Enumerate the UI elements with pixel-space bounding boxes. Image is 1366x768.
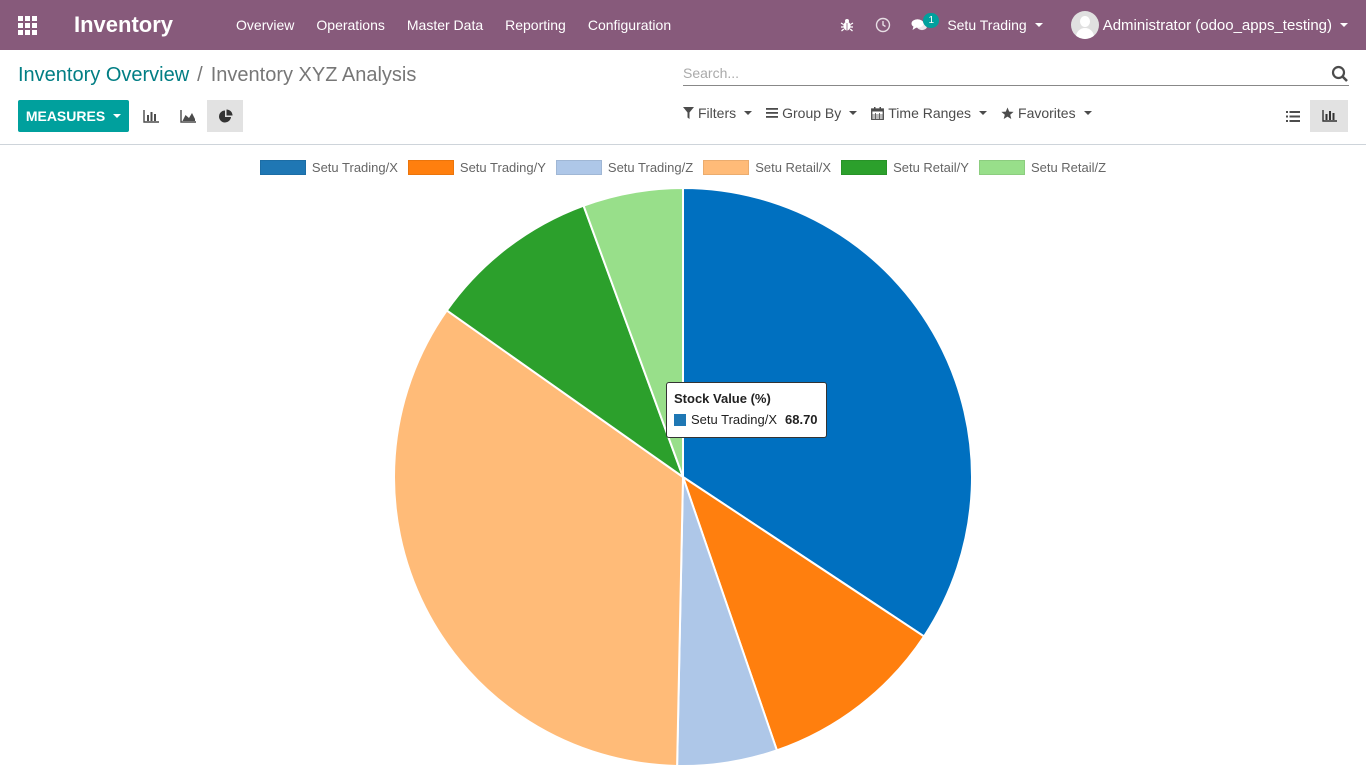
favorites-dropdown[interactable]: Favorites: [1001, 105, 1092, 121]
bar-chart-icon: [143, 109, 159, 123]
breadcrumb-parent[interactable]: Inventory Overview: [18, 64, 190, 86]
chevron-down-icon: [744, 111, 753, 115]
chevron-down-icon: [849, 111, 858, 115]
messages-icon[interactable]: 1: [901, 0, 940, 50]
avatar: [1070, 11, 1099, 39]
menu-reporting[interactable]: Reporting: [505, 17, 566, 33]
filter-icon: [683, 107, 694, 119]
bug-icon[interactable]: [829, 0, 865, 50]
breadcrumb: Inventory Overview / Inventory XYZ Analy…: [18, 64, 416, 87]
legend-item[interactable]: Setu Trading/Z: [555, 160, 694, 175]
menu-operations[interactable]: Operations: [316, 17, 385, 33]
star-icon: [1001, 107, 1014, 119]
calendar-icon: [871, 106, 885, 120]
legend-item[interactable]: Setu Retail/X: [703, 160, 831, 175]
legend-swatch: [259, 160, 306, 175]
time-ranges-label: Time Ranges: [888, 105, 972, 121]
messages-badge: 1: [923, 13, 940, 28]
legend-label: Setu Retail/Z: [1030, 160, 1107, 175]
tooltip-label: Setu Trading/X: [691, 412, 777, 427]
list-view-button[interactable]: [1274, 100, 1312, 132]
legend-label: Setu Retail/X: [755, 160, 832, 175]
graph-view-button[interactable]: [1310, 100, 1348, 132]
time-ranges-dropdown[interactable]: Time Ranges: [871, 105, 988, 121]
legend-swatch: [555, 160, 602, 175]
filters-dropdown[interactable]: Filters: [683, 105, 753, 121]
breadcrumb-separator: /: [197, 64, 203, 86]
company-name: Setu Trading: [947, 17, 1027, 33]
group-by-label: Group By: [782, 105, 842, 121]
graph-view: Setu Trading/X Setu Trading/Y Setu Tradi…: [0, 146, 1366, 768]
chevron-down-icon: [1034, 23, 1043, 27]
pie-chart-button[interactable]: [207, 100, 243, 132]
graph-view-icon: [1321, 110, 1337, 122]
top-menu: Overview Operations Master Data Reportin…: [225, 0, 682, 50]
chevron-down-icon: [1340, 23, 1348, 27]
legend-label: Setu Retail/Y: [893, 160, 969, 175]
group-by-dropdown[interactable]: Group By: [766, 105, 858, 121]
bars-icon: [766, 108, 779, 118]
legend-swatch: [841, 160, 888, 175]
legend-swatch: [407, 160, 454, 175]
legend-item[interactable]: Setu Retail/Y: [841, 160, 969, 175]
search-input[interactable]: [683, 62, 1313, 84]
pie-slice[interactable]: [681, 474, 926, 752]
line-chart-icon: [180, 109, 196, 123]
user-name: Administrator (odoo_apps_testing): [1102, 16, 1332, 34]
legend-item[interactable]: Setu Trading/Y: [407, 160, 546, 175]
menu-master-data[interactable]: Master Data: [406, 17, 484, 33]
bar-chart-button[interactable]: [133, 100, 169, 132]
chevron-down-icon: [1083, 111, 1092, 115]
chevron-down-icon: [979, 111, 988, 115]
clock-icon[interactable]: [865, 0, 901, 50]
company-switcher[interactable]: Setu Trading: [937, 0, 1056, 50]
pie-chart-icon: [218, 109, 232, 122]
pie-slice[interactable]: [582, 186, 684, 478]
menu-overview[interactable]: Overview: [236, 17, 295, 33]
app-title[interactable]: Inventory: [74, 12, 174, 37]
legend-swatch: [703, 160, 750, 175]
search-options: Filters Group By Time Ranges Favorites: [683, 105, 1106, 121]
tooltip-value: 68.70: [785, 412, 818, 427]
search-bar: [683, 62, 1349, 86]
pie-slice[interactable]: [393, 309, 685, 767]
menu-configuration[interactable]: Configuration: [587, 17, 672, 33]
systray: 1 Setu Trading Administrator (odoo_apps_…: [829, 0, 1366, 50]
measures-label: MEASURES: [25, 108, 106, 124]
chart-legend: Setu Trading/X Setu Trading/Y Setu Tradi…: [0, 160, 1366, 175]
main-navbar: Inventory Overview Operations Master Dat…: [0, 0, 1366, 50]
favorites-label: Favorites: [1018, 105, 1076, 121]
legend-swatch: [978, 160, 1025, 175]
chart-tooltip: Stock Value (%) Setu Trading/X 68.70: [666, 382, 827, 438]
line-chart-button[interactable]: [170, 100, 206, 132]
tooltip-title: Stock Value (%): [674, 391, 771, 406]
legend-label: Setu Trading/Z: [607, 160, 694, 175]
chevron-down-icon: [113, 114, 122, 118]
pie-slice[interactable]: [445, 204, 686, 480]
control-panel: Inventory Overview / Inventory XYZ Analy…: [0, 50, 1366, 145]
legend-item[interactable]: Setu Trading/X: [259, 160, 398, 175]
search-icon[interactable]: [1331, 65, 1349, 83]
pie-chart: [393, 186, 973, 767]
user-menu[interactable]: Administrator (odoo_apps_testing): [1057, 0, 1366, 50]
apps-menu-icon[interactable]: [0, 0, 55, 50]
legend-label: Setu Trading/X: [311, 160, 398, 175]
legend-label: Setu Trading/Y: [459, 160, 546, 175]
tooltip-swatch: [674, 413, 686, 426]
legend-item[interactable]: Setu Retail/Z: [978, 160, 1107, 175]
measures-button[interactable]: MEASURES: [18, 100, 129, 132]
list-view-icon: [1286, 110, 1300, 122]
breadcrumb-current: Inventory XYZ Analysis: [210, 64, 417, 86]
filters-label: Filters: [698, 105, 737, 121]
